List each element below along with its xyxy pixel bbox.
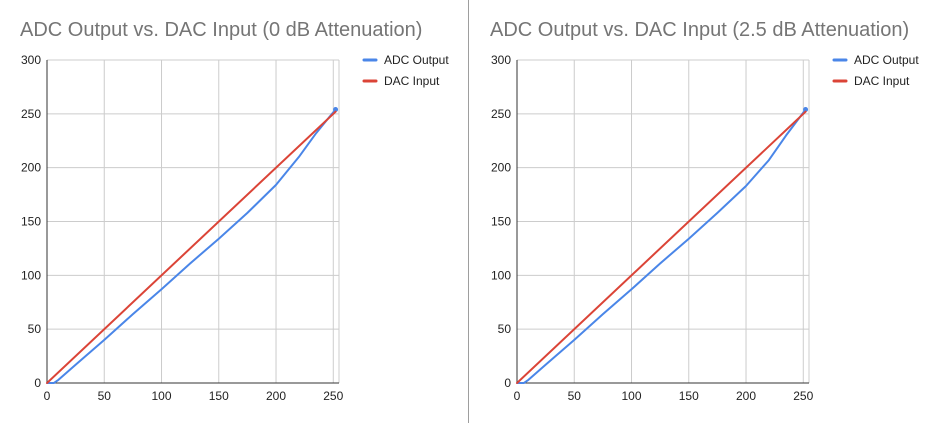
legend-label: ADC Output — [384, 53, 449, 67]
x-tick-label: 250 — [323, 389, 343, 403]
legend-label: ADC Output — [854, 53, 919, 67]
y-tick-label: 100 — [21, 268, 41, 282]
y-tick-label: 50 — [498, 322, 512, 336]
y-tick-label: 300 — [491, 53, 511, 67]
x-tick-label: 200 — [736, 389, 756, 403]
y-tick-label: 0 — [34, 376, 41, 390]
x-tick-label: 0 — [44, 389, 51, 403]
chart-title: ADC Output vs. DAC Input (2.5 dB Attenua… — [490, 19, 909, 41]
y-tick-label: 250 — [491, 107, 511, 121]
x-tick-label: 100 — [621, 389, 641, 403]
legend-label: DAC Input — [854, 74, 910, 88]
y-tick-label: 250 — [21, 107, 41, 121]
series-line-dac-input — [46, 110, 337, 384]
x-tick-label: 0 — [514, 389, 521, 403]
y-tick-label: 50 — [28, 322, 42, 336]
x-tick-label: 50 — [568, 389, 582, 403]
chart-panel-2: ADC Output vs. DAC Input (2.5 dB Attenua… — [490, 19, 919, 403]
y-tick-label: 0 — [504, 376, 511, 390]
x-tick-label: 250 — [793, 389, 813, 403]
series-line-adc-output — [516, 108, 807, 384]
y-tick-label: 150 — [21, 215, 41, 229]
y-tick-label: 200 — [21, 161, 41, 175]
x-tick-label: 100 — [151, 389, 171, 403]
series-endpoint-marker — [333, 107, 339, 113]
chart-title: ADC Output vs. DAC Input (0 dB Attenuati… — [20, 19, 422, 41]
legend-label: DAC Input — [384, 74, 440, 88]
series-line-adc-output — [46, 108, 337, 384]
series-endpoint-marker — [803, 107, 809, 113]
series-line-dac-input — [516, 110, 807, 384]
x-tick-label: 150 — [679, 389, 699, 403]
chart-panel-1: ADC Output vs. DAC Input (0 dB Attenuati… — [20, 19, 449, 403]
panel-divider — [468, 0, 469, 423]
y-tick-label: 100 — [491, 268, 511, 282]
x-tick-label: 150 — [209, 389, 229, 403]
y-tick-label: 200 — [491, 161, 511, 175]
x-tick-label: 200 — [266, 389, 286, 403]
y-tick-label: 150 — [491, 215, 511, 229]
x-tick-label: 50 — [98, 389, 112, 403]
y-tick-label: 300 — [21, 53, 41, 67]
